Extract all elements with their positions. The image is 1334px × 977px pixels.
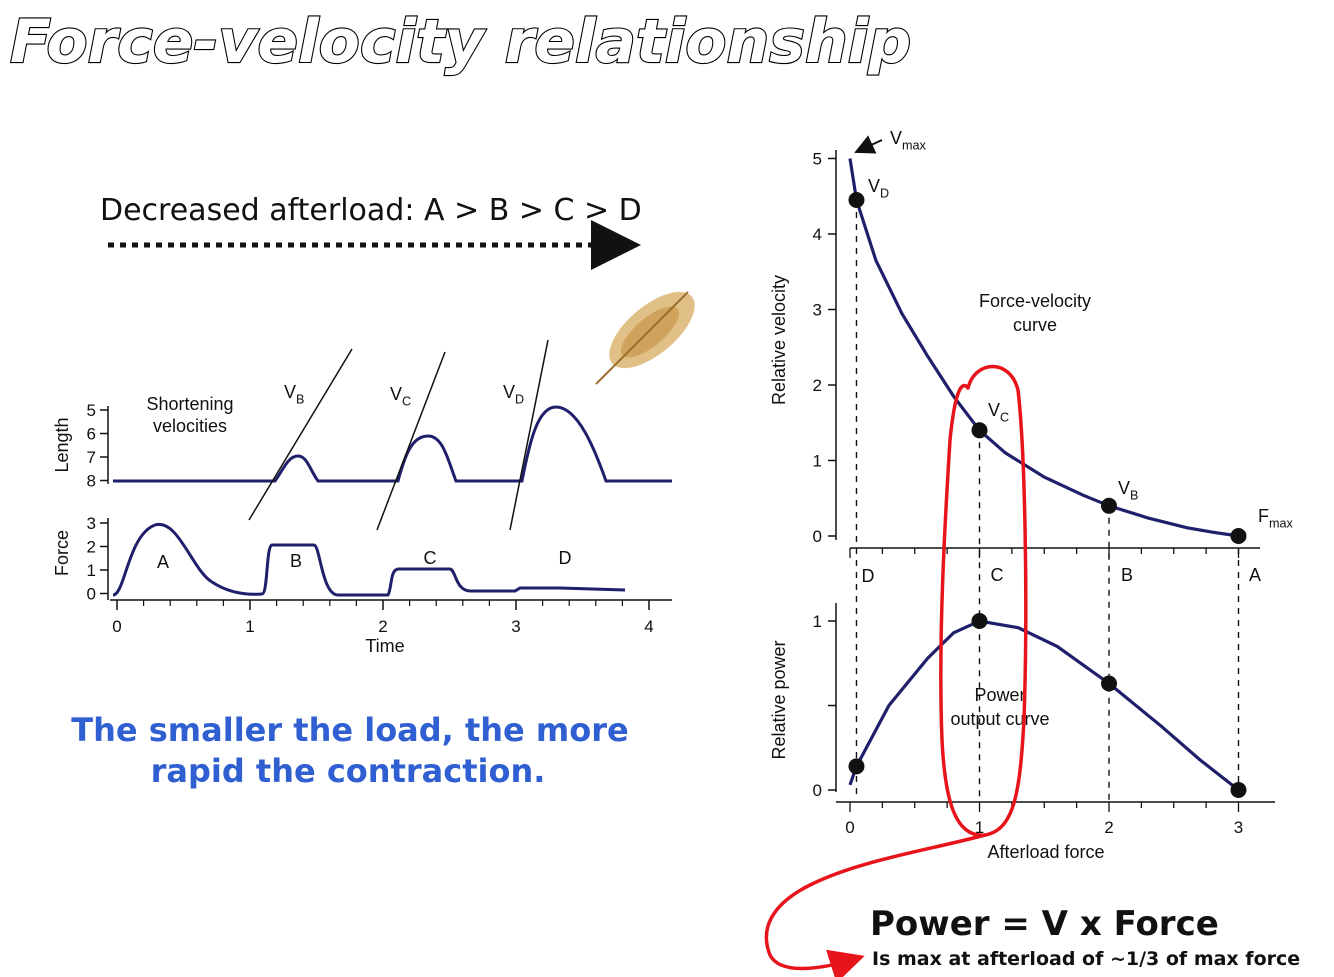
length-axis-label: Length (52, 417, 72, 472)
length-tick-label: 6 (87, 425, 96, 444)
velocity-point-d (848, 192, 865, 209)
velocity-point-label-c: VC (988, 400, 1009, 424)
fv-curve-label-1: Force-velocity (979, 291, 1091, 311)
shortening-label-line1: Shortening (146, 394, 233, 414)
velocity-point-a (1230, 528, 1247, 544)
velocity-label-d: VD (503, 382, 524, 406)
feather-icon (595, 291, 695, 385)
power-curve-label-1: Power (974, 685, 1025, 705)
caption-line-1: The smaller the load, the more (71, 711, 628, 749)
time-tick-label: 3 (511, 617, 520, 636)
region-label-d: D (862, 566, 875, 586)
length-tick-label: 7 (87, 448, 96, 467)
power-note: Is max at afterload of ~1/3 of max force (872, 948, 1300, 970)
power-point-c (971, 613, 988, 629)
power-y-tick-label: 0 (813, 781, 822, 800)
velocity-line-b (248, 348, 353, 521)
power-x-tick-label: 1 (975, 818, 984, 837)
shortening-label-line2: velocities (153, 416, 227, 436)
region-label-b: B (1121, 565, 1133, 585)
power-point-a (1230, 782, 1247, 798)
force-trace (112, 522, 626, 597)
time-tick-label: 2 (378, 617, 387, 636)
velocity-y-label: Relative velocity (769, 275, 789, 405)
velocity-label-c: VC (390, 384, 411, 408)
power-curve-label-2: output curve (950, 709, 1049, 729)
velocity-y-tick-label: 4 (813, 225, 822, 244)
time-tick-label: 0 (112, 617, 121, 636)
afterload-note: Decreased afterload: A > B > C > D (100, 193, 642, 228)
length-trace (113, 405, 672, 483)
velocity-y-tick-label: 1 (813, 452, 822, 471)
power-point-b (1101, 675, 1117, 692)
twitch-label-c: C (424, 548, 437, 568)
time-axis-label: Time (365, 636, 404, 656)
velocity-point-label-d: VD (868, 176, 889, 200)
power-x-tick-label: 3 (1234, 818, 1243, 837)
force-velocity-curve (848, 158, 1239, 538)
force-tick-label: 1 (87, 561, 96, 580)
twitch-label-a: A (157, 552, 169, 572)
force-tick-label: 3 (87, 514, 96, 533)
velocity-point-c (971, 422, 988, 439)
velocity-chart: 0 1 2 3 4 5 Relative velocity VD VC VB Fmax Vmax For… (769, 128, 1293, 800)
twitch-label-d: D (559, 548, 572, 568)
velocity-y-tick-label: 5 (813, 150, 822, 169)
power-point-d (848, 758, 865, 775)
velocity-y-tick-label: 3 (813, 301, 822, 320)
velocity-y-tick-label: 2 (813, 376, 822, 395)
left-chart: 0 1 2 3 4 Time 5 6 7 8 Length 3 2 1 0 Force Shorteningve… (52, 339, 672, 656)
twitch-label-b: B (290, 551, 302, 571)
slide-title: Force-velocity relationship (10, 7, 911, 77)
velocity-point-label-b: VB (1118, 478, 1138, 502)
vmax-arrow (854, 135, 883, 154)
length-tick-label: 5 (87, 401, 96, 420)
region-label-a: A (1249, 565, 1261, 585)
velocity-line-c (376, 351, 446, 531)
velocity-line-d (509, 339, 549, 531)
caption-line-2: rapid the contraction. (151, 752, 546, 790)
power-y-label: Relative power (769, 640, 789, 759)
velocity-point-b (1101, 497, 1117, 514)
power-y-tick-label: 1 (813, 612, 822, 631)
force-tick-label: 0 (87, 585, 96, 604)
time-tick-label: 4 (644, 617, 653, 636)
power-x-label: Afterload force (987, 842, 1104, 862)
velocity-label-b: VB (284, 382, 304, 406)
power-x-tick-label: 0 (845, 818, 854, 837)
force-axis-label: Force (52, 530, 72, 576)
vmax-label: Vmax (890, 128, 927, 152)
fv-curve-label-2: curve (1013, 315, 1057, 335)
red-annotation (764, 364, 1028, 977)
time-tick-label: 1 (245, 617, 254, 636)
power-formula: Power = V x Force (870, 904, 1219, 944)
length-tick-label: 8 (87, 472, 96, 491)
velocity-y-tick-label: 0 (813, 527, 822, 546)
power-output-curve (848, 619, 1240, 792)
fmax-label: Fmax (1258, 506, 1293, 530)
force-tick-label: 2 (87, 538, 96, 557)
region-label-c: C (991, 565, 1004, 585)
power-x-tick-label: 2 (1104, 818, 1113, 837)
